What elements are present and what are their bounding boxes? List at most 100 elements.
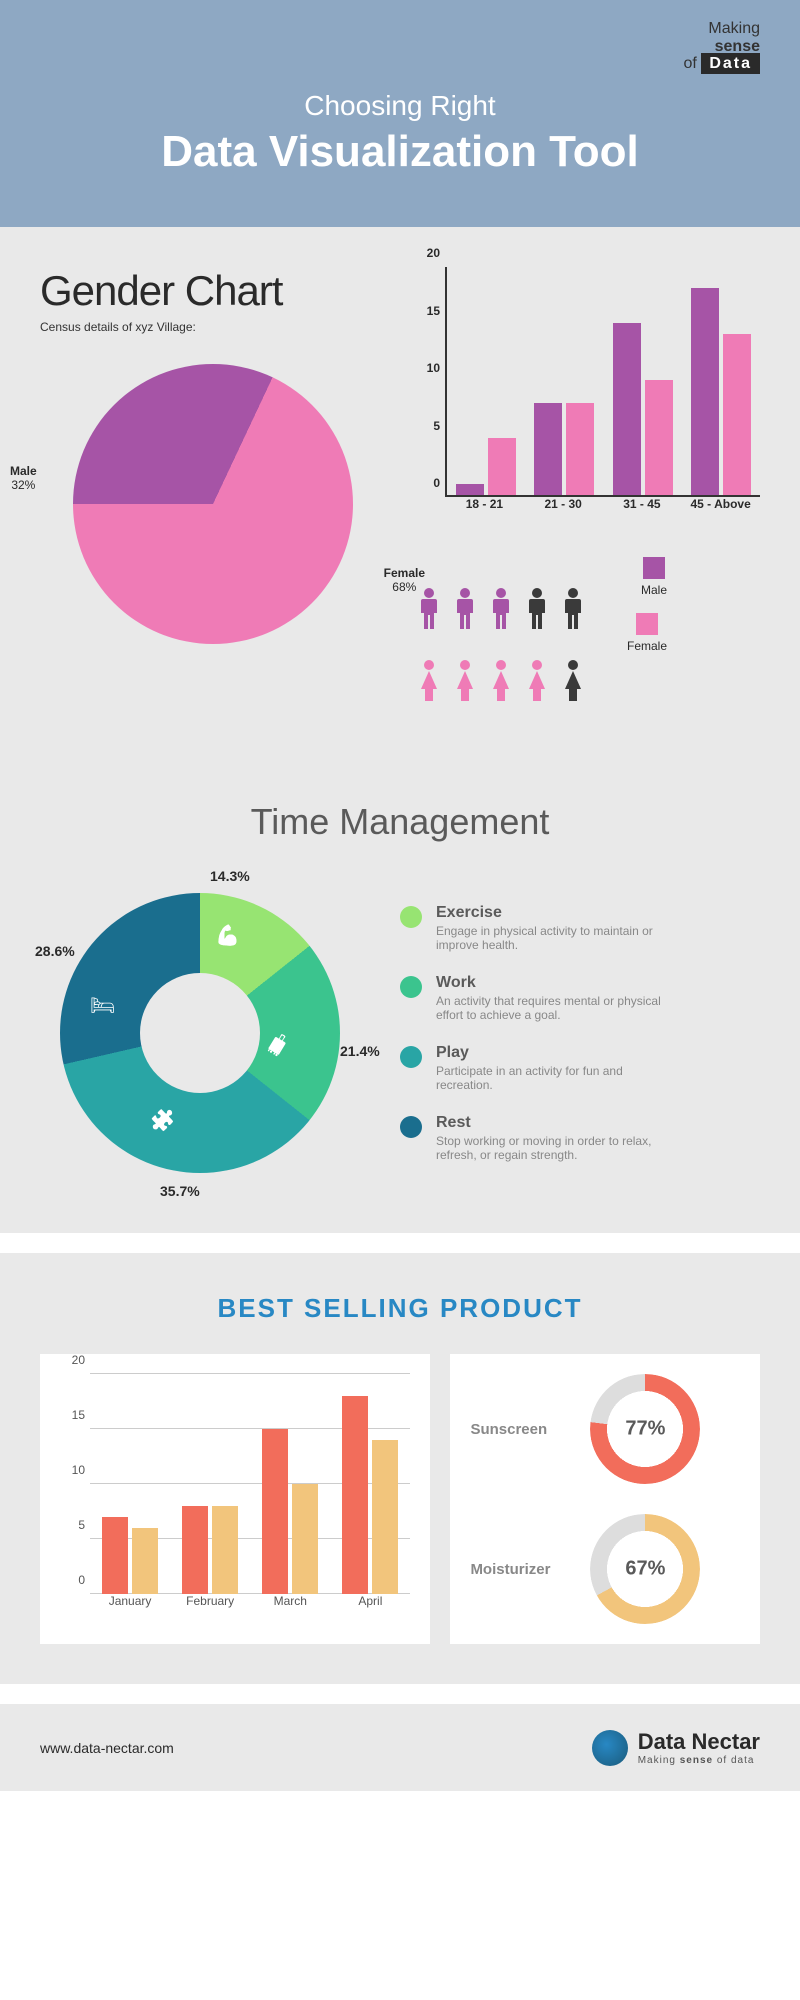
bar xyxy=(292,1484,318,1594)
bar xyxy=(132,1528,158,1594)
product-ring-row: Sunscreen 77% xyxy=(470,1374,740,1484)
progress-ring: 67% xyxy=(590,1514,700,1624)
footer-tagline: Making sense of data xyxy=(638,1755,760,1766)
time-donut-chart: 14.3%21.4%35.7%28.6% 💪🧳🧩🛏 xyxy=(40,873,360,1193)
bar xyxy=(456,484,484,496)
legend-title: Rest xyxy=(436,1114,676,1132)
y-tick: 20 xyxy=(72,1353,85,1367)
female-icon xyxy=(523,659,551,701)
people-pictogram: Male Female xyxy=(415,557,760,701)
donut-pct-label: 21.4% xyxy=(340,1043,380,1059)
female-icon xyxy=(559,659,587,701)
logo-of: of xyxy=(684,55,697,72)
y-tick: 10 xyxy=(427,361,440,375)
donut-pct-label: 28.6% xyxy=(35,943,75,959)
bar-group xyxy=(534,403,594,495)
gender-section: Gender Chart Census details of xyz Villa… xyxy=(0,227,800,741)
y-tick: 20 xyxy=(427,246,440,260)
bar xyxy=(212,1506,238,1594)
time-legend-item: Exercise Engage in physical activity to m… xyxy=(400,904,760,952)
donut-slice-icon: 🧳 xyxy=(265,1033,290,1058)
bar xyxy=(342,1396,368,1594)
bar-category-label: 45 - Above xyxy=(686,497,756,527)
logo-making: Making xyxy=(708,20,760,37)
bar-group xyxy=(342,1396,398,1594)
legend-swatch xyxy=(643,557,665,579)
logo-data: Data xyxy=(701,53,760,74)
legend-label: Female xyxy=(627,639,667,653)
female-icon xyxy=(415,659,443,701)
bar xyxy=(262,1429,288,1594)
male-icon xyxy=(559,587,587,629)
progress-ring: 77% xyxy=(590,1374,700,1484)
legend-desc: An activity that requires mental or phys… xyxy=(436,994,676,1022)
male-icon xyxy=(451,587,479,629)
time-legend-item: RestStop working or moving in order to r… xyxy=(400,1114,760,1162)
bar-category-label: 18 - 21 xyxy=(449,497,519,527)
bar-category-label: January xyxy=(90,1594,170,1624)
donut-slice-icon: 🧩 xyxy=(150,1108,175,1133)
pie-label-female-pct: 68% xyxy=(392,580,416,594)
legend-item: Female xyxy=(627,613,667,653)
bar-category-label: 21 - 30 xyxy=(528,497,598,527)
pie-label-male-name: Male xyxy=(10,464,37,478)
people-row xyxy=(415,587,607,629)
y-tick: 5 xyxy=(433,419,440,433)
legend-dot xyxy=(400,976,422,998)
pie-label-female: Female 68% xyxy=(384,566,425,594)
pie-label-female-name: Female xyxy=(384,566,425,580)
bar-category-label: April xyxy=(330,1594,410,1624)
bar-group xyxy=(613,323,673,496)
y-tick: 0 xyxy=(433,476,440,490)
donut-pct-label: 35.7% xyxy=(160,1183,200,1199)
bar xyxy=(691,288,719,495)
best-bar-panel: 05101520 JanuaryFebruaryMarchApril xyxy=(40,1354,430,1644)
legend-swatch xyxy=(636,613,658,635)
bar xyxy=(613,323,641,496)
y-tick: 0 xyxy=(78,1573,85,1587)
time-section: Time Management 14.3%21.4%35.7%28.6% 💪🧳🧩… xyxy=(0,741,800,1233)
legend-title: Exercise xyxy=(436,904,676,922)
time-legend-item: PlayParticipate in an activity for fun a… xyxy=(400,1044,760,1092)
footer-logo: Data Nectar Making sense of data xyxy=(592,1729,760,1766)
bar-group xyxy=(102,1517,158,1594)
y-tick: 5 xyxy=(78,1518,85,1532)
legend-dot xyxy=(400,1116,422,1138)
donut-slice-icon: 🛏 xyxy=(90,993,115,1018)
legend-dot xyxy=(400,1046,422,1068)
best-bar-chart: 05101520 JanuaryFebruaryMarchApril xyxy=(60,1374,410,1624)
header-title: Data Visualization Tool xyxy=(40,127,760,177)
gender-pie-chart: Male 32% Female 68% xyxy=(40,364,385,644)
time-legend-item: WorkAn activity that requires mental or … xyxy=(400,974,760,1022)
bar-category-label: 31 - 45 xyxy=(607,497,677,527)
footer-url: www.data-nectar.com xyxy=(40,1740,174,1756)
gender-title: Gender Chart xyxy=(40,267,385,315)
product-name: Sunscreen xyxy=(470,1421,570,1438)
y-tick: 15 xyxy=(427,304,440,318)
footer-logo-icon xyxy=(592,1730,628,1766)
logo-top: Making sense of Data xyxy=(684,20,760,73)
best-title: BEST SELLING PRODUCT xyxy=(40,1293,760,1324)
bar xyxy=(102,1517,128,1594)
bar-group xyxy=(262,1429,318,1594)
bar xyxy=(534,403,562,495)
legend-item: Male xyxy=(641,557,667,597)
legend-desc: Engage in physical activity to maintain … xyxy=(436,924,676,952)
y-tick: 10 xyxy=(72,1463,85,1477)
header-subtitle: Choosing Right xyxy=(40,90,760,122)
pie-label-male: Male 32% xyxy=(10,464,37,492)
bar-group xyxy=(182,1506,238,1594)
gender-subtitle: Census details of xyz Village: xyxy=(40,320,385,334)
people-row xyxy=(415,659,607,701)
male-icon xyxy=(523,587,551,629)
bar xyxy=(723,334,751,495)
product-ring-row: Moisturizer67% xyxy=(470,1514,740,1624)
bar-category-label: February xyxy=(170,1594,250,1624)
time-legend: Exercise Engage in physical activity to m… xyxy=(400,904,760,1162)
legend-label: Male xyxy=(641,583,667,597)
pie-label-male-pct: 32% xyxy=(11,478,35,492)
legend-title: Play xyxy=(436,1044,676,1062)
bar-category-label: March xyxy=(250,1594,330,1624)
bar xyxy=(566,403,594,495)
time-title: Time Management xyxy=(40,801,760,843)
